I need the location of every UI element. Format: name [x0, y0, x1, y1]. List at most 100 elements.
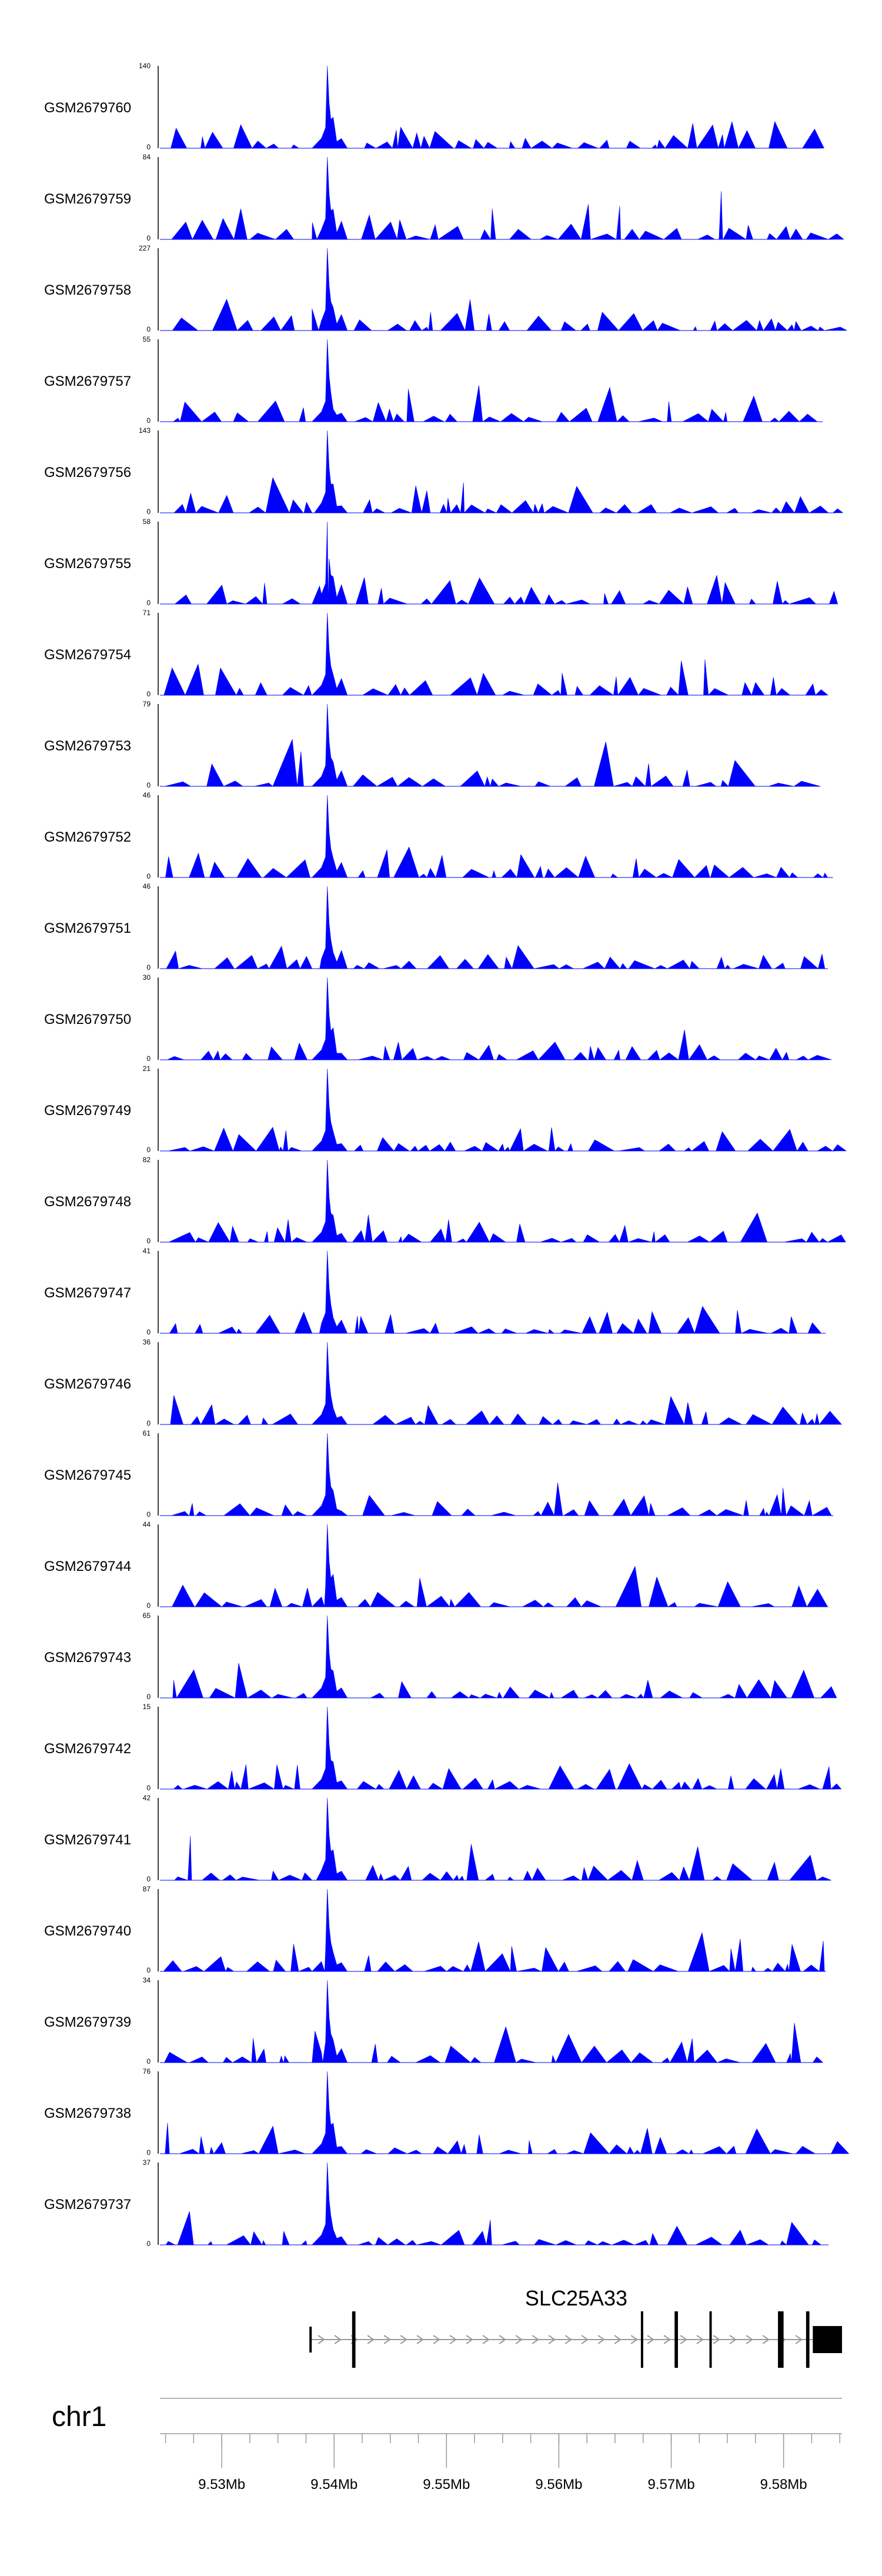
strand-arrow — [466, 2335, 473, 2344]
coverage-track: GSM2679743 65 0 — [44, 1611, 837, 1701]
track-name-label: GSM2679751 — [44, 920, 131, 936]
coverage-track: GSM2679752 46 0 — [44, 791, 833, 880]
coverage-area — [160, 156, 844, 240]
track-scale-max: 65 — [143, 1611, 151, 1620]
coverage-track: GSM2679740 87 0 — [44, 1885, 826, 1974]
track-scale-min: 0 — [146, 1875, 151, 1883]
track-scale-max: 79 — [143, 700, 151, 708]
track-name-label: GSM2679740 — [44, 1923, 131, 1939]
gene-exon — [674, 2311, 678, 2368]
axis-tick-label: 9.53Mb — [198, 2477, 245, 2492]
coverage-area — [160, 65, 824, 149]
track-scale-min: 0 — [146, 1784, 151, 1792]
coverage-area — [160, 1433, 834, 1517]
track-scale-max: 30 — [143, 973, 151, 982]
coverage-track: GSM2679745 61 0 — [44, 1429, 834, 1519]
coverage-track: GSM2679741 42 0 — [44, 1794, 831, 1883]
track-scale-min: 0 — [146, 1328, 151, 1336]
coverage-area — [160, 1524, 828, 1607]
genome-axis: chr1 9.53Mb 9.54Mb 9.55Mb 9.56Mb 9.57Mb 9.58M… — [52, 2398, 842, 2492]
coverage-track: GSM2679758 227 0 — [44, 244, 847, 333]
track-scale-min: 0 — [146, 1055, 151, 1063]
coverage-track: GSM2679747 41 0 — [44, 1247, 826, 1336]
track-scale-min: 0 — [146, 690, 151, 698]
coverage-track: GSM2679749 21 0 — [44, 1065, 847, 1154]
track-scale-max: 227 — [139, 244, 151, 252]
strand-arrow — [630, 2335, 638, 2344]
axis-tick-label: 9.56Mb — [535, 2477, 582, 2492]
track-scale-min: 0 — [146, 1601, 151, 1610]
track-scale-min: 0 — [146, 963, 151, 972]
gene-exon — [806, 2311, 810, 2368]
track-scale-min: 0 — [146, 599, 151, 607]
track-name-label: GSM2679742 — [44, 1741, 131, 1757]
coverage-area — [160, 1706, 842, 1790]
track-scale-max: 55 — [143, 335, 151, 343]
track-scale-min: 0 — [146, 2240, 151, 2248]
coverage-track: GSM2679760 140 0 — [44, 62, 824, 151]
track-name-label: GSM2679747 — [44, 1285, 131, 1301]
track-scale-min: 0 — [146, 1693, 151, 1701]
track-scale-min: 0 — [146, 1146, 151, 1154]
strand-arrow — [795, 2335, 803, 2344]
track-name-label: GSM2679757 — [44, 373, 131, 389]
gene-annotation-track: SLC25A33 — [309, 2286, 842, 2368]
track-scale-max: 21 — [143, 1065, 151, 1073]
coverage-track: GSM2679751 46 0 — [44, 882, 828, 972]
track-scale-max: 46 — [143, 791, 151, 799]
track-scale-max: 37 — [143, 2158, 151, 2167]
strand-arrow — [663, 2335, 671, 2344]
track-name-label: GSM2679750 — [44, 1012, 131, 1027]
gene-exon — [709, 2311, 712, 2368]
strand-arrow — [696, 2335, 704, 2344]
track-scale-min: 0 — [146, 143, 151, 151]
track-scale-max: 82 — [143, 1156, 151, 1164]
strand-arrow — [746, 2335, 753, 2344]
strand-arrow — [449, 2335, 457, 2344]
coverage-track: GSM2679753 79 0 — [44, 700, 821, 789]
strand-arrow — [383, 2335, 391, 2344]
gene-exon — [352, 2311, 356, 2368]
coverage-area — [160, 703, 821, 788]
track-scale-max: 15 — [143, 1703, 151, 1711]
strand-arrow — [713, 2335, 720, 2344]
track-scale-min: 0 — [146, 1237, 151, 1245]
coverage-area — [160, 2071, 850, 2155]
track-scale-min: 0 — [146, 416, 151, 425]
coverage-track: GSM2679739 34 0 — [44, 1976, 824, 2066]
track-name-label: GSM2679755 — [44, 556, 131, 572]
track-scale-min: 0 — [146, 872, 151, 880]
strand-arrow — [532, 2335, 539, 2344]
track-scale-min: 0 — [146, 2148, 151, 2157]
track-scale-min: 0 — [146, 1419, 151, 1427]
strand-arrow — [433, 2335, 440, 2344]
track-scale-min: 0 — [146, 325, 151, 333]
coverage-track: GSM2679750 30 0 — [44, 973, 832, 1063]
strand-arrow — [367, 2335, 375, 2344]
track-name-label: GSM2679743 — [44, 1650, 131, 1666]
coverage-area — [160, 1797, 831, 1881]
track-name-label: GSM2679753 — [44, 738, 131, 754]
strand-arrow — [647, 2335, 654, 2344]
gene-exon — [813, 2326, 842, 2353]
coverage-track: GSM2679757 55 0 — [44, 335, 823, 425]
track-scale-min: 0 — [146, 781, 151, 789]
track-scale-min: 0 — [146, 1966, 151, 1974]
track-name-label: GSM2679746 — [44, 1376, 131, 1392]
gene-exon — [778, 2311, 784, 2368]
track-name-label: GSM2679739 — [44, 2014, 131, 2030]
track-scale-min: 0 — [146, 1510, 151, 1519]
coverage-track: GSM2679737 37 0 — [44, 2158, 829, 2248]
track-name-label: GSM2679745 — [44, 1467, 131, 1483]
coverage-track: GSM2679746 36 0 — [44, 1338, 842, 1427]
track-name-label: GSM2679756 — [44, 465, 131, 481]
track-scale-max: 42 — [143, 1794, 151, 1802]
track-scale-max: 44 — [143, 1520, 151, 1529]
coverage-area — [160, 1250, 826, 1334]
track-scale-max: 71 — [143, 609, 151, 617]
track-scale-max: 41 — [143, 1247, 151, 1255]
strand-arrow — [515, 2335, 523, 2344]
coverage-area — [160, 1615, 837, 1699]
strand-arrow — [564, 2335, 572, 2344]
